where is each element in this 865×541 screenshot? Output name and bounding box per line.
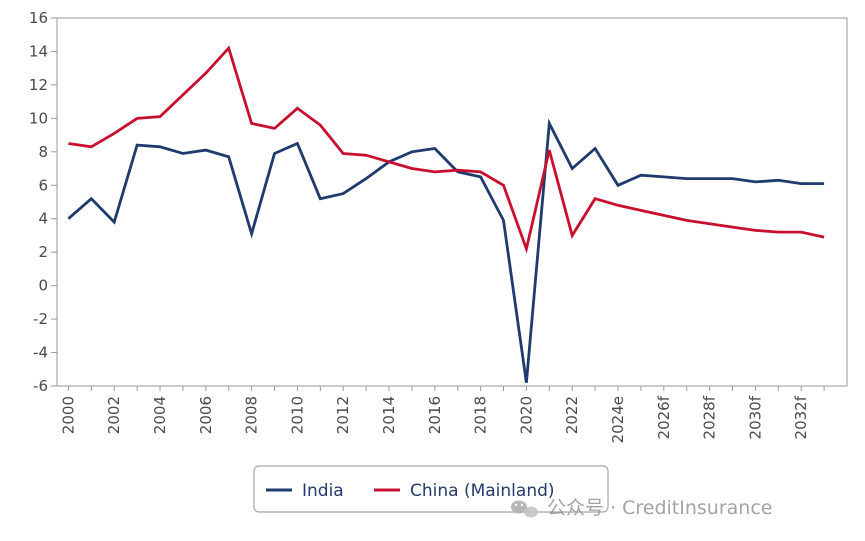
- x-tick-label: 2030f: [746, 395, 764, 439]
- y-tick-label: 14: [29, 42, 48, 60]
- x-tick-label: 2026f: [655, 395, 673, 439]
- y-axis-ticks: -6 -4 -2 0 2 4 6 8 10 12 14 16: [29, 9, 57, 395]
- plot-area-frame: [56, 17, 848, 387]
- x-tick-label: 2022: [563, 396, 581, 434]
- y-tick-label: 12: [29, 76, 48, 94]
- x-tick-label: 2006: [197, 396, 215, 434]
- y-tick-label: 8: [38, 143, 48, 161]
- x-tick-label: 2012: [334, 396, 352, 434]
- y-tick-label: 6: [38, 176, 48, 194]
- wechat-icon: [511, 500, 538, 518]
- x-tick-label: 2010: [288, 396, 306, 434]
- x-tick-label: 2002: [105, 396, 123, 434]
- legend-box: [253, 465, 609, 513]
- x-axis-ticks: 2000 2002 2004 2006 2008 2010 2012 2014 2016 2018…: [59, 386, 825, 443]
- x-tick-label: 2028f: [701, 395, 719, 439]
- series-line-india: [67, 118, 825, 383]
- x-tick-label: 2024e: [609, 396, 627, 443]
- series-lines: [67, 45, 825, 383]
- watermark: 公众号 · CreditInsurance: [511, 497, 772, 519]
- y-tick-label: 4: [38, 210, 48, 228]
- y-tick-label: -4: [33, 344, 48, 362]
- y-tick-label: 16: [29, 9, 48, 27]
- watermark-text: 公众号 · CreditInsurance: [547, 497, 772, 519]
- y-tick-label: -2: [33, 310, 48, 328]
- x-tick-label: 2020: [517, 396, 535, 434]
- x-tick-label: 2016: [426, 396, 444, 434]
- x-tick-label: 2004: [151, 396, 169, 434]
- y-tick-label: 10: [29, 109, 48, 127]
- legend: India China (Mainland): [253, 465, 609, 513]
- y-tick-label: -6: [33, 377, 48, 395]
- x-tick-label: 2000: [59, 396, 77, 434]
- x-tick-label: 2032f: [792, 395, 810, 439]
- series-line-china: [68, 45, 825, 254]
- y-tick-label: 2: [38, 243, 48, 261]
- legend-label-china: China (Mainland): [410, 481, 555, 501]
- y-tick-label: 0: [38, 277, 48, 295]
- x-tick-label: 2018: [472, 396, 490, 434]
- x-tick-label: 2008: [243, 396, 261, 434]
- x-tick-label: 2014: [380, 396, 398, 434]
- legend-label-india: India: [302, 481, 344, 501]
